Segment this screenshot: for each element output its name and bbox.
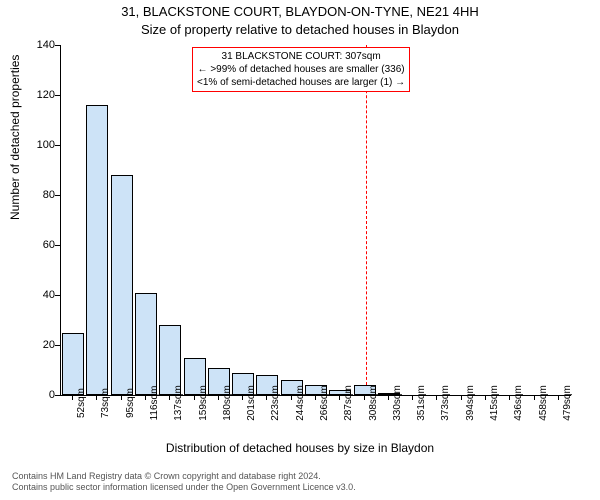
x-tick-label: 330sqm bbox=[392, 385, 403, 421]
y-tick-mark bbox=[55, 345, 60, 346]
y-tick-mark bbox=[55, 295, 60, 296]
x-tick-label: 308sqm bbox=[368, 385, 379, 421]
x-tick-label: 180sqm bbox=[222, 385, 233, 421]
y-tick-label: 100 bbox=[25, 139, 55, 151]
bar bbox=[135, 293, 157, 396]
x-tick-label: 116sqm bbox=[149, 386, 160, 421]
y-axis-label: Number of detached properties bbox=[8, 55, 22, 220]
bar bbox=[86, 105, 108, 395]
x-tick-mark bbox=[315, 395, 316, 400]
y-tick-mark bbox=[55, 45, 60, 46]
y-tick-label: 20 bbox=[25, 339, 55, 351]
x-tick-mark bbox=[461, 395, 462, 400]
y-tick-label: 60 bbox=[25, 239, 55, 251]
x-tick-label: 287sqm bbox=[343, 385, 354, 421]
x-tick-mark bbox=[364, 395, 365, 400]
x-tick-mark bbox=[412, 395, 413, 400]
annotation-line1: 31 BLACKSTONE COURT: 307sqm bbox=[197, 50, 405, 63]
x-tick-label: 479sqm bbox=[562, 385, 573, 421]
bar bbox=[62, 333, 84, 396]
annotation-line3: <1% of semi-detached houses are larger (… bbox=[197, 76, 405, 89]
x-tick-label: 394sqm bbox=[465, 385, 476, 421]
x-tick-mark bbox=[242, 395, 243, 400]
y-tick-label: 40 bbox=[25, 289, 55, 301]
credits-line1: Contains HM Land Registry data © Crown c… bbox=[12, 471, 356, 483]
annotation-line2: ← >99% of detached houses are smaller (3… bbox=[197, 63, 405, 76]
x-tick-mark bbox=[218, 395, 219, 400]
x-tick-mark bbox=[194, 395, 195, 400]
x-tick-mark bbox=[339, 395, 340, 400]
x-tick-mark bbox=[266, 395, 267, 400]
x-tick-label: 373sqm bbox=[440, 385, 451, 421]
y-tick-mark bbox=[55, 395, 60, 396]
x-tick-mark bbox=[436, 395, 437, 400]
chart-title-line2: Size of property relative to detached ho… bbox=[0, 22, 600, 37]
x-tick-label: 159sqm bbox=[198, 385, 209, 421]
y-tick-label: 120 bbox=[25, 89, 55, 101]
x-tick-mark bbox=[558, 395, 559, 400]
x-tick-label: 266sqm bbox=[319, 385, 330, 421]
x-tick-mark bbox=[72, 395, 73, 400]
x-tick-mark bbox=[291, 395, 292, 400]
x-tick-mark bbox=[485, 395, 486, 400]
x-axis-label: Distribution of detached houses by size … bbox=[0, 441, 600, 455]
y-tick-mark bbox=[55, 245, 60, 246]
x-tick-mark bbox=[121, 395, 122, 400]
y-tick-label: 140 bbox=[25, 39, 55, 51]
x-tick-label: 201sqm bbox=[246, 385, 257, 421]
x-tick-label: 351sqm bbox=[416, 385, 427, 421]
y-tick-mark bbox=[55, 145, 60, 146]
plot-area bbox=[60, 45, 571, 396]
x-tick-label: 52sqm bbox=[76, 388, 87, 418]
credits: Contains HM Land Registry data © Crown c… bbox=[12, 471, 356, 494]
x-tick-label: 244sqm bbox=[295, 385, 306, 421]
annotation-box: 31 BLACKSTONE COURT: 307sqm ← >99% of de… bbox=[192, 47, 410, 92]
x-tick-label: 223sqm bbox=[270, 385, 281, 421]
x-tick-label: 458sqm bbox=[538, 385, 549, 421]
y-tick-mark bbox=[55, 195, 60, 196]
y-tick-label: 0 bbox=[25, 389, 55, 401]
credits-line2: Contains public sector information licen… bbox=[12, 482, 356, 494]
x-tick-mark bbox=[534, 395, 535, 400]
y-tick-label: 80 bbox=[25, 189, 55, 201]
chart-title-line1: 31, BLACKSTONE COURT, BLAYDON-ON-TYNE, N… bbox=[0, 4, 600, 19]
chart-container: 31, BLACKSTONE COURT, BLAYDON-ON-TYNE, N… bbox=[0, 0, 600, 500]
x-tick-label: 95sqm bbox=[125, 388, 136, 418]
x-tick-label: 436sqm bbox=[513, 385, 524, 421]
x-tick-label: 137sqm bbox=[173, 385, 184, 421]
x-tick-label: 73sqm bbox=[100, 388, 111, 418]
marker-line bbox=[366, 45, 367, 395]
x-tick-mark bbox=[96, 395, 97, 400]
x-tick-mark bbox=[388, 395, 389, 400]
y-tick-mark bbox=[55, 95, 60, 96]
x-tick-mark bbox=[509, 395, 510, 400]
x-tick-mark bbox=[145, 395, 146, 400]
x-tick-label: 415sqm bbox=[489, 385, 500, 421]
x-tick-mark bbox=[169, 395, 170, 400]
bar bbox=[111, 175, 133, 395]
